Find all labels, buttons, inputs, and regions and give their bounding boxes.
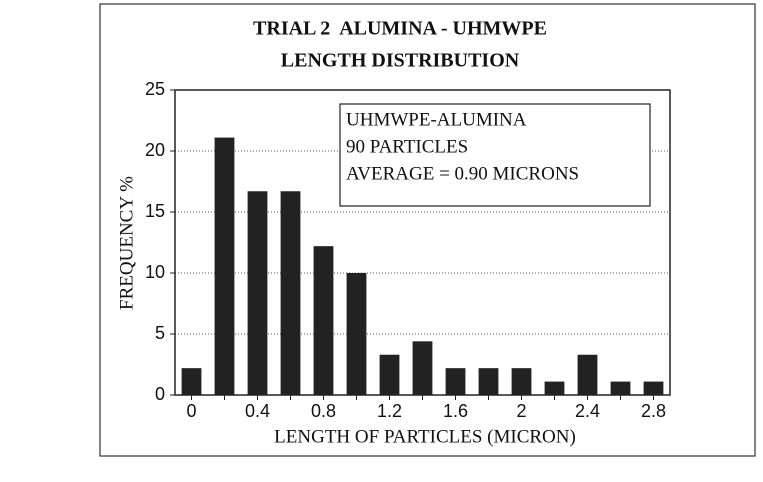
annotation: UHMWPE-ALUMINA [346,109,527,130]
bar [544,381,565,395]
bar [346,273,367,395]
bar [643,381,664,395]
bar [247,191,268,395]
bar [181,368,202,395]
y-tick-label: 20 [145,140,165,160]
y-tick-label: 5 [155,323,165,343]
x-tick-label: 1.2 [377,401,402,421]
x-tick-label: 1.6 [443,401,468,421]
bar [478,368,499,395]
chart-subtitle: LENGTH DISTRIBUTION [281,50,520,72]
bar [511,368,532,395]
bar [280,191,301,395]
x-tick-label: 0 [186,401,196,421]
bar [379,354,400,395]
bar [214,137,235,395]
x-axis-label: LENGTH OF PARTICLES (MICRON) [274,426,576,447]
annotation-box [339,103,651,207]
y-tick-label: 10 [145,262,165,282]
bar [313,246,334,395]
x-tick-label: 2.4 [575,401,600,421]
y-tick-label: 15 [145,201,165,221]
bar [412,341,433,395]
chart-frame [99,3,756,457]
x-tick-label: 0.8 [311,401,336,421]
annotation: 90 PARTICLES [346,136,468,157]
annotation: AVERAGE = 0.90 MICRONS [346,163,579,184]
y-tick-label: 0 [155,384,165,404]
x-tick-label: 2.8 [641,401,666,421]
bar [610,381,631,395]
chart-title: TRIAL 2 ALUMINA - UHMWPE [253,18,547,40]
x-tick-label: 0.4 [245,401,270,421]
x-tick-label: 2 [516,401,526,421]
bar [577,354,598,395]
y-tick-label: 25 [145,79,165,99]
y-axis-label: FREQUENCY % [116,176,137,310]
bar [445,368,466,395]
